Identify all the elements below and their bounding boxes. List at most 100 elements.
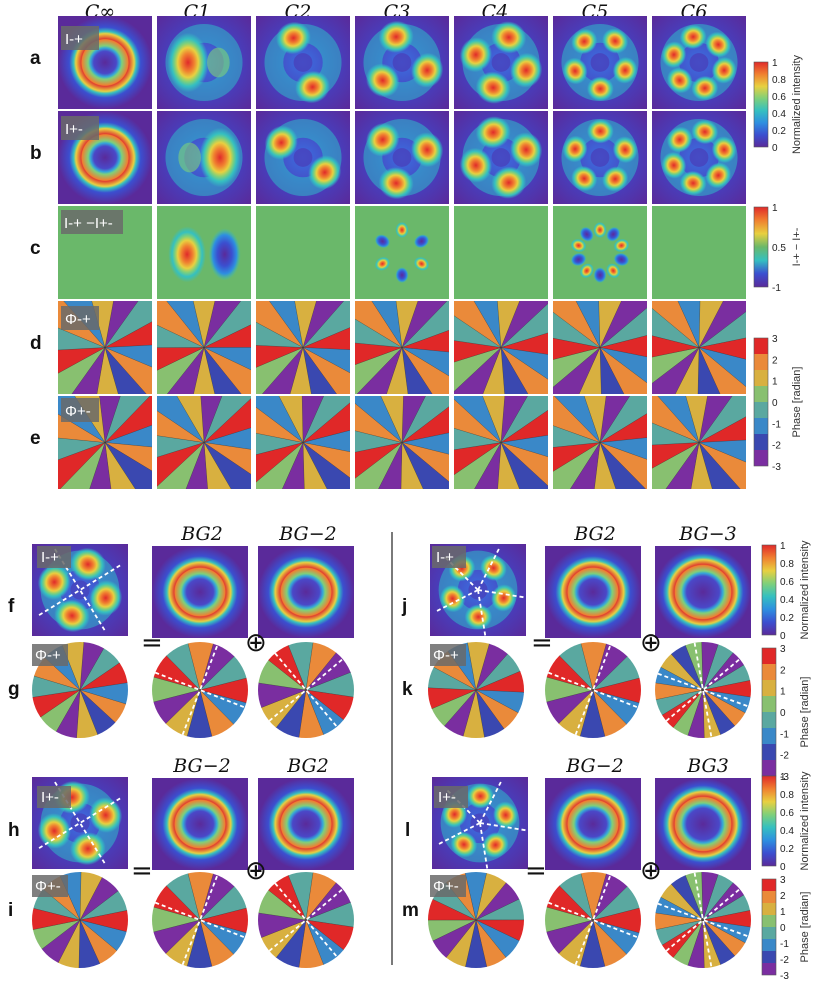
phase-sector bbox=[104, 442, 136, 489]
intensity-lobe bbox=[705, 31, 732, 58]
intensity-lobe bbox=[459, 147, 492, 183]
phase-sector bbox=[58, 442, 106, 489]
colorbar-tick: 0 bbox=[780, 923, 786, 934]
intensity-lobe bbox=[691, 75, 719, 101]
phase-sector bbox=[500, 396, 548, 443]
symmetry-axis bbox=[181, 874, 219, 966]
intensity-panel-j bbox=[430, 544, 526, 638]
phase-sector bbox=[599, 442, 647, 489]
intensity-lobe bbox=[562, 135, 588, 163]
intensity-lobe bbox=[37, 564, 71, 600]
panel-c-5 bbox=[553, 206, 647, 299]
colorbar-intensity: 1 0.8 0.6 0.4 0.2 0 Normalized intensity bbox=[753, 54, 803, 154]
row-label: j bbox=[401, 596, 407, 617]
phase-sector bbox=[698, 347, 746, 394]
row-label: h bbox=[8, 820, 20, 841]
colorbar-step bbox=[754, 418, 768, 434]
colorbar-step bbox=[762, 939, 776, 951]
phase-sector bbox=[104, 347, 147, 394]
difference-lobe bbox=[168, 226, 206, 283]
intensity-lobe bbox=[450, 831, 478, 858]
phase-sector bbox=[553, 347, 601, 394]
bg-ring bbox=[152, 778, 248, 870]
phase-sector bbox=[454, 427, 502, 450]
phase-sector bbox=[302, 347, 337, 394]
phase-sector bbox=[599, 301, 647, 348]
panel-c-2 bbox=[256, 206, 350, 299]
phase-sector bbox=[203, 442, 232, 489]
panel-b-2 bbox=[256, 111, 350, 204]
panel-c-3 bbox=[355, 206, 449, 299]
colorbar-tick: 1 bbox=[772, 203, 778, 214]
phase-sector bbox=[104, 442, 152, 489]
intensity-lobe bbox=[70, 832, 106, 866]
phase-sector bbox=[193, 301, 216, 348]
symmetry-axis bbox=[665, 888, 741, 952]
row-label: m bbox=[402, 900, 419, 921]
intensity-lobe bbox=[365, 63, 400, 98]
phase-sector bbox=[497, 301, 520, 348]
intensity-lobe bbox=[411, 52, 444, 88]
intensity-lobe bbox=[666, 126, 693, 153]
colorbar-phase: 3 2 1 0 -1 -2 -3 Phase [radian] bbox=[761, 875, 811, 981]
phase-sector bbox=[401, 330, 449, 353]
phase-sector bbox=[278, 396, 304, 443]
phase-sector bbox=[302, 396, 350, 443]
bg-title: BG2 bbox=[573, 523, 616, 545]
difference-lobe bbox=[570, 252, 587, 267]
bg-ring bbox=[152, 546, 248, 638]
intensity-lobe bbox=[54, 599, 90, 633]
phase-sector bbox=[256, 321, 304, 348]
colorbar-title: Phase [radian] bbox=[791, 367, 803, 438]
colorbar-step bbox=[754, 370, 768, 386]
phase-sector bbox=[593, 442, 616, 489]
phase-sector bbox=[674, 347, 700, 394]
symmetry-axis bbox=[693, 642, 713, 738]
colorbar-title: Normalized intensity bbox=[799, 771, 811, 871]
colorbar-step bbox=[754, 354, 768, 370]
decomposition-panels bbox=[32, 544, 751, 968]
intensity-lobe bbox=[711, 136, 737, 164]
symmetry-axis bbox=[665, 658, 741, 722]
intensity-lobe bbox=[475, 116, 511, 149]
intensity-lobe bbox=[466, 783, 495, 809]
phase-sector bbox=[677, 301, 701, 348]
phase-sector bbox=[302, 402, 350, 443]
bg-title: BG−3 bbox=[678, 523, 737, 545]
colorbar-tick: -2 bbox=[772, 441, 781, 452]
panel-a-3 bbox=[355, 16, 449, 109]
background bbox=[553, 206, 647, 299]
intensity-lobe bbox=[679, 170, 707, 196]
intensity-lobe bbox=[378, 20, 414, 53]
phase-sector bbox=[652, 422, 700, 446]
phase-sector bbox=[401, 432, 449, 455]
intensity-lobe bbox=[571, 28, 598, 55]
colorbar-step bbox=[762, 696, 776, 712]
colorbar-tick: 0 bbox=[780, 631, 786, 642]
colorbar-step bbox=[754, 450, 768, 466]
colorbar-step bbox=[762, 728, 776, 744]
symmetry-axis bbox=[443, 555, 479, 591]
phase-sector bbox=[157, 396, 205, 443]
phase-sector bbox=[652, 442, 700, 469]
colorbar-step bbox=[762, 927, 776, 939]
panel-b-6 bbox=[652, 111, 746, 204]
difference-lobe bbox=[606, 263, 621, 279]
colorbar-tick: -2 bbox=[780, 751, 789, 762]
colorbar-tick: 0.6 bbox=[780, 808, 794, 819]
phase-sector bbox=[355, 396, 403, 443]
phase-sector bbox=[599, 347, 647, 384]
symmetry-axis bbox=[657, 672, 749, 708]
phase-sector bbox=[599, 347, 625, 394]
intensity-lobe bbox=[167, 32, 209, 93]
phase-sector bbox=[497, 442, 520, 489]
phase-sector bbox=[454, 339, 502, 363]
intensity-lobe bbox=[199, 127, 241, 188]
colorbar-gradient bbox=[753, 61, 769, 148]
phase-sector bbox=[104, 396, 152, 443]
phase-sector bbox=[428, 877, 477, 921]
row-labels: a b c d e bbox=[30, 48, 42, 449]
panel-e-5 bbox=[553, 396, 647, 489]
colorbar-tick: 2 bbox=[780, 891, 786, 902]
colorbar-tick: 1 bbox=[780, 772, 786, 783]
